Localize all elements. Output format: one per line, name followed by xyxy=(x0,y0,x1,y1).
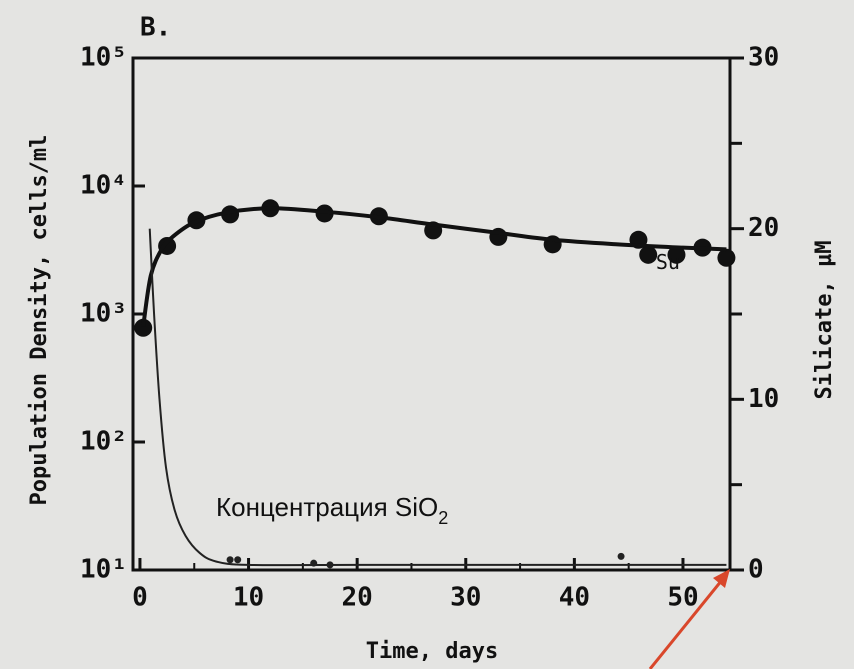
red-arrow xyxy=(648,569,730,669)
fit-curve xyxy=(141,206,727,327)
y-tick-label: 10⁵ xyxy=(80,43,127,73)
population-point xyxy=(134,318,153,337)
annotation-subscript: 2 xyxy=(438,508,448,528)
population-point xyxy=(667,245,686,264)
silicate-point xyxy=(226,556,234,564)
y-tick-label: 10⁴ xyxy=(80,171,127,201)
population-point xyxy=(639,245,658,264)
x-tick-label: 10 xyxy=(233,583,264,613)
y-tick-label: 10¹ xyxy=(80,555,127,585)
silicate-point xyxy=(234,556,242,564)
y2-tick-label: 10 xyxy=(748,384,779,414)
y2-tick-label: 0 xyxy=(748,555,764,585)
x-axis-label: Time, days xyxy=(366,639,498,664)
silicate-point xyxy=(617,552,625,560)
y-tick-label: 10³ xyxy=(80,299,127,329)
x-tick-label: 30 xyxy=(450,583,481,613)
x-tick-label: 50 xyxy=(667,583,698,613)
annotation-text: Концентрация SiO xyxy=(216,492,438,522)
y-axis-label: Population Density, cells/ml xyxy=(27,135,52,506)
silicate-point xyxy=(326,561,334,569)
population-point xyxy=(717,248,736,267)
annotation: Su xyxy=(656,250,680,274)
annotation: Концентрация SiO2 xyxy=(216,492,448,528)
y2-axis-label: Silicate, µM xyxy=(812,241,837,400)
y2-tick-label: 20 xyxy=(748,213,779,243)
panel-label: B. xyxy=(140,13,171,43)
x-tick-label: 20 xyxy=(342,583,373,613)
silicate-curve xyxy=(148,228,727,567)
silicate-point xyxy=(310,559,318,567)
y-tick-label: 10² xyxy=(80,427,127,457)
x-tick-label: 40 xyxy=(559,583,590,613)
y2-tick-label: 30 xyxy=(748,43,779,73)
x-tick-label: 0 xyxy=(132,583,148,613)
annotation-text: Su xyxy=(656,250,680,274)
